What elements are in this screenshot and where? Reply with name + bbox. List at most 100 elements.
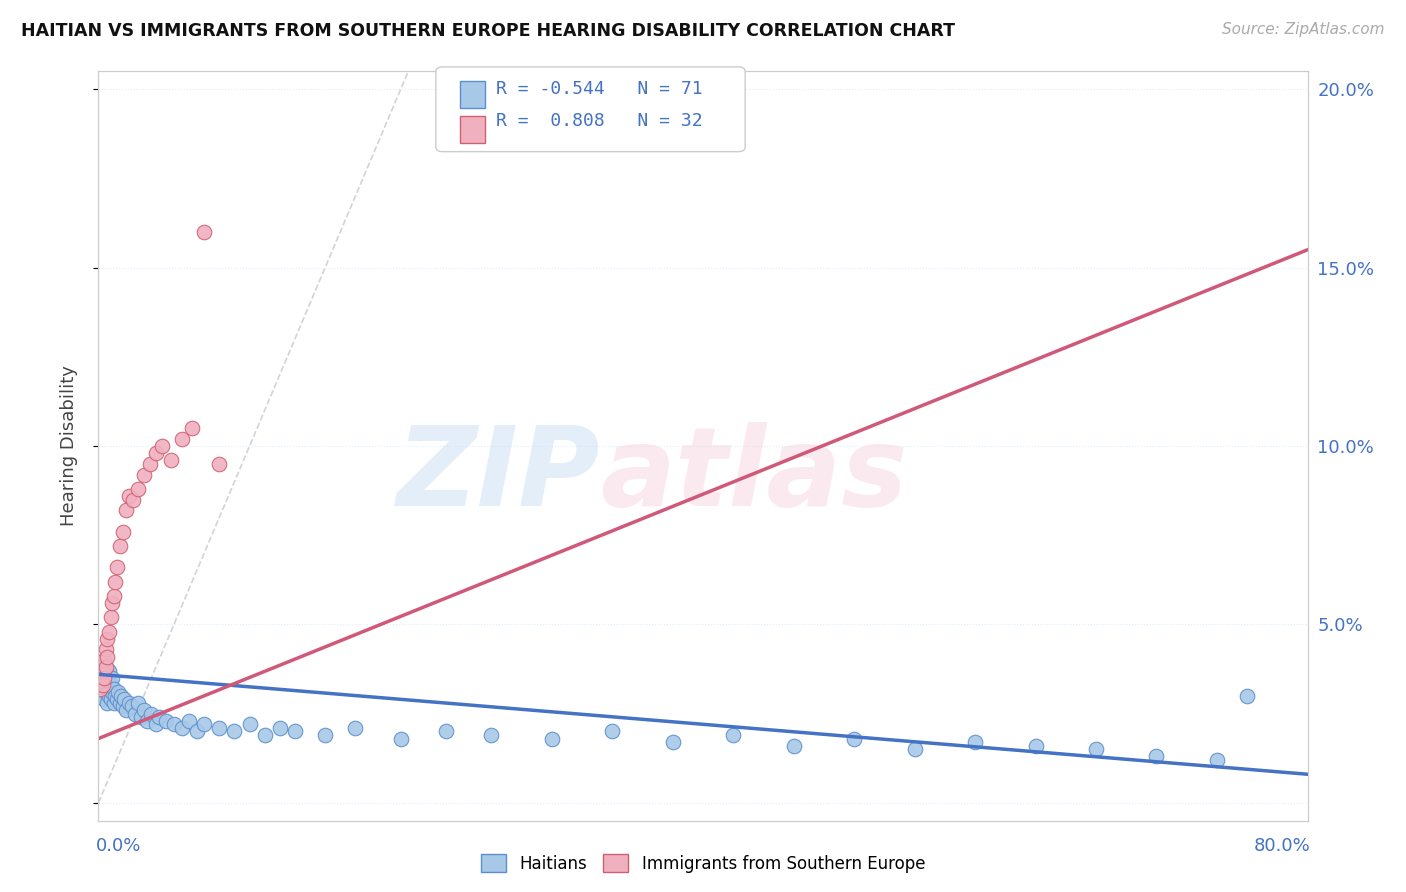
Point	[98, 664, 121, 678]
Point	[94, 674, 117, 689]
Point	[94, 660, 117, 674]
Point	[96, 696, 118, 710]
Point	[96, 649, 118, 664]
Point	[94, 685, 117, 699]
Legend: Haitians, Immigrants from Southern Europe: Haitians, Immigrants from Southern Europ…	[474, 847, 932, 880]
Point	[1236, 689, 1258, 703]
Point	[132, 703, 155, 717]
Point	[661, 735, 683, 749]
Point	[103, 696, 125, 710]
Point	[160, 453, 183, 467]
Point	[224, 724, 246, 739]
Point	[96, 678, 118, 692]
Point	[90, 664, 112, 678]
Point	[481, 728, 503, 742]
Point	[145, 717, 167, 731]
Point	[269, 721, 291, 735]
Point	[1144, 749, 1167, 764]
Point	[104, 689, 127, 703]
Point	[124, 706, 146, 721]
Point	[148, 710, 170, 724]
Point	[89, 681, 111, 696]
Point	[93, 681, 115, 696]
Point	[170, 721, 193, 735]
Point	[91, 678, 114, 692]
Point	[93, 653, 115, 667]
Point	[111, 524, 134, 539]
Point	[96, 632, 118, 646]
Point	[163, 717, 186, 731]
Point	[94, 642, 117, 657]
Point	[127, 696, 149, 710]
Point	[90, 674, 112, 689]
Point	[108, 539, 131, 553]
Point	[90, 660, 112, 674]
Point	[129, 710, 152, 724]
Text: 0.0%: 0.0%	[96, 838, 141, 855]
Point	[93, 692, 115, 706]
Point	[121, 699, 143, 714]
Point	[1085, 742, 1108, 756]
Point	[783, 739, 806, 753]
Point	[110, 689, 132, 703]
Point	[103, 589, 125, 603]
Point	[100, 678, 122, 692]
Point	[141, 706, 163, 721]
Point	[239, 717, 262, 731]
Point	[114, 503, 136, 517]
Text: atlas: atlas	[600, 423, 908, 530]
Point	[389, 731, 412, 746]
Text: ZIP: ZIP	[396, 423, 600, 530]
Point	[93, 667, 115, 681]
Point	[103, 681, 125, 696]
Point	[314, 728, 336, 742]
Point	[602, 724, 624, 739]
Point	[91, 664, 114, 678]
Point	[150, 439, 173, 453]
Point	[105, 560, 128, 574]
Point	[118, 696, 141, 710]
Point	[284, 724, 307, 739]
Point	[904, 742, 927, 756]
Point	[179, 714, 201, 728]
Point	[208, 721, 231, 735]
Point	[193, 717, 215, 731]
Point	[98, 674, 121, 689]
Point	[434, 724, 457, 739]
Y-axis label: Hearing Disability: Hearing Disability	[59, 366, 77, 526]
Point	[98, 624, 121, 639]
Text: R = -0.544   N = 71: R = -0.544 N = 71	[496, 80, 703, 98]
Point	[100, 692, 122, 706]
Point	[844, 731, 866, 746]
Point	[107, 685, 129, 699]
Point	[1024, 739, 1046, 753]
Point	[105, 692, 128, 706]
Text: R =  0.808   N = 32: R = 0.808 N = 32	[496, 112, 703, 130]
Point	[89, 674, 111, 689]
Point	[155, 714, 177, 728]
Text: HAITIAN VS IMMIGRANTS FROM SOUTHERN EUROPE HEARING DISABILITY CORRELATION CHART: HAITIAN VS IMMIGRANTS FROM SOUTHERN EURO…	[21, 22, 955, 40]
Point	[100, 610, 122, 624]
Point	[91, 660, 114, 674]
Text: Source: ZipAtlas.com: Source: ZipAtlas.com	[1222, 22, 1385, 37]
Point	[181, 421, 204, 435]
Point	[112, 692, 135, 706]
Point	[101, 596, 124, 610]
Point	[1206, 753, 1229, 767]
Point	[965, 735, 987, 749]
Point	[114, 703, 136, 717]
Text: 80.0%: 80.0%	[1254, 838, 1310, 855]
Point	[101, 671, 124, 685]
Point	[111, 699, 134, 714]
Point	[540, 731, 562, 746]
Point	[118, 489, 141, 503]
Point	[344, 721, 367, 735]
Point	[127, 482, 149, 496]
Point	[145, 446, 167, 460]
Point	[93, 671, 115, 685]
Point	[91, 689, 114, 703]
Point	[94, 660, 117, 674]
Point	[122, 492, 145, 507]
Point	[91, 678, 114, 692]
Point	[108, 696, 131, 710]
